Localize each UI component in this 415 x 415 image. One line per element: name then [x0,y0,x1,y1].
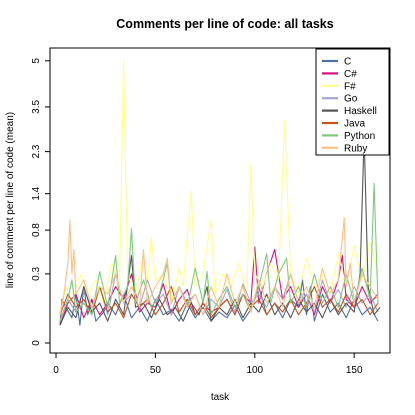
x-tick-label: 0 [53,365,59,376]
y-tick-label: 2.3 [31,144,42,158]
series-line-ruby [59,217,379,316]
legend-label-f-: F# [344,81,356,92]
y-tick-label: 3.5 [31,100,42,114]
y-axis-label: line of comment per line of code (mean) [5,112,16,288]
series-line-python [59,182,379,322]
y-tick-label: 0 [31,340,42,346]
x-tick-label: 150 [346,365,363,376]
x-tick-label: 100 [246,365,263,376]
plot-frame [49,47,391,354]
chart-title: Comments per line of code: all tasks [116,17,333,31]
y-tick-label: 5 [31,58,42,64]
series-layer [59,60,381,326]
y-tick-label: 1.4 [31,186,42,200]
y-tick-label: 0.3 [31,267,42,281]
x-axis: 0 50 100 150 [53,353,363,376]
y-tick-label: 0.8 [31,223,42,237]
legend-label-go: Go [344,94,358,105]
legend-label-java: Java [344,119,366,130]
y-axis: 0 0.3 0.8 1.4 2.3 3.5 5 [31,58,50,346]
series-line-haskell [59,135,381,326]
legend-label-c: C [344,57,351,68]
legend-label-python: Python [344,131,375,142]
legend-label-c-: C# [344,69,357,80]
x-axis-label: task [211,392,230,403]
x-tick-label: 50 [150,365,162,376]
legend-label-haskell: Haskell [344,106,377,117]
legend-label-ruby: Ruby [344,143,367,154]
legend-box [315,48,390,156]
